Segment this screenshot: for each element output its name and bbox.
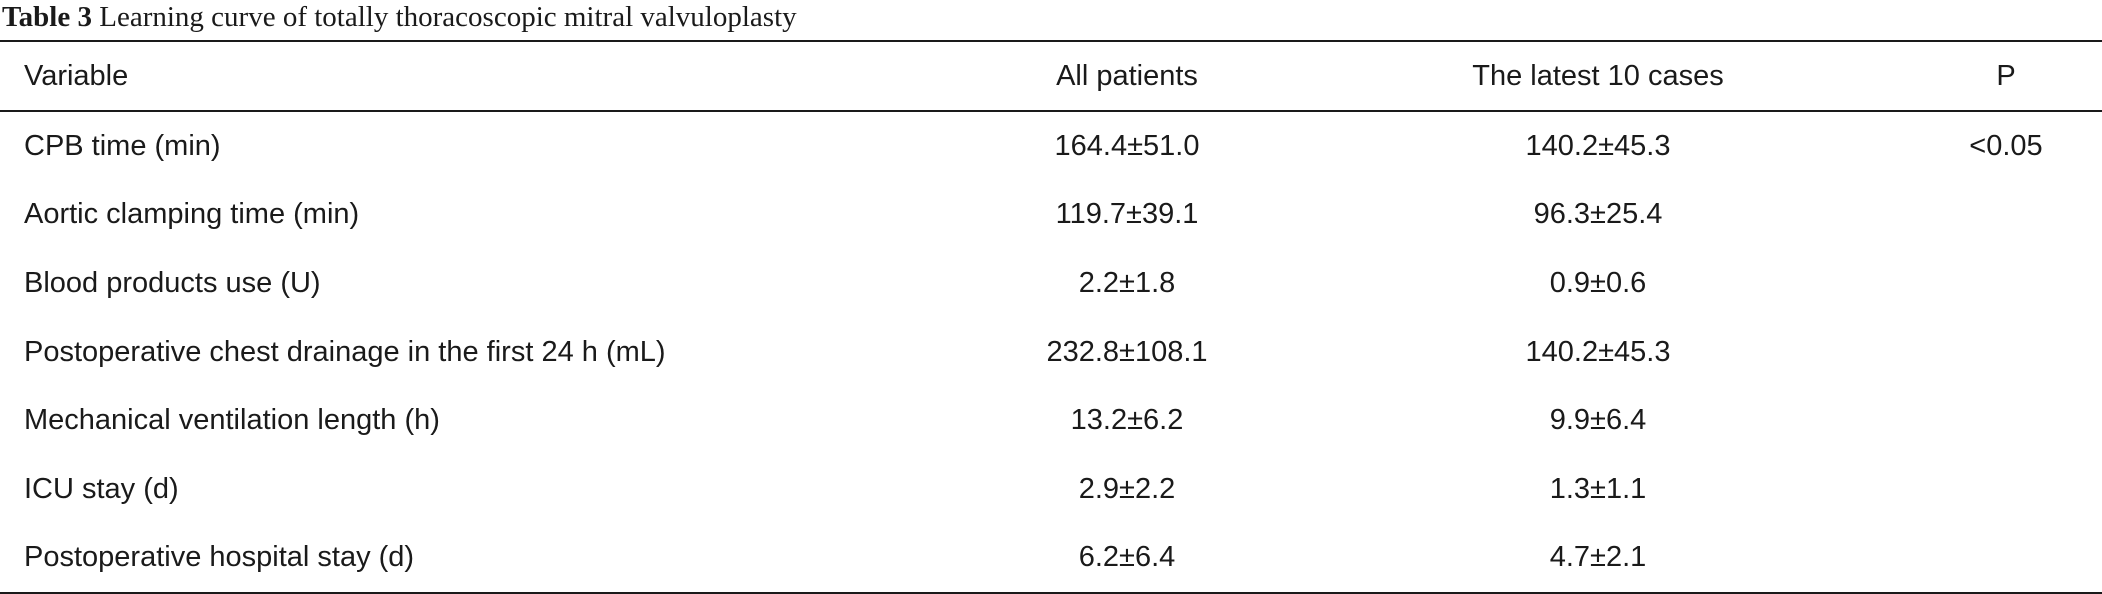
cell-all-patients: 2.9±2.2 (1078, 472, 1176, 505)
table-header-row: Variable All patients The latest 10 case… (0, 41, 2102, 111)
cell-latest-10: 9.9±6.4 (1549, 404, 1647, 437)
cell-latest-10: 0.9±0.6 (1549, 266, 1647, 299)
cell-all-patients: 6.2±6.4 (1078, 541, 1176, 574)
cell-p (1886, 318, 2102, 387)
table-row: Mechanical ventilation length (h) 13.2±6… (0, 386, 2102, 455)
table-row: Aortic clamping time (min) 119.7±39.1 96… (0, 181, 2102, 250)
cell-variable: CPB time (min) (24, 129, 221, 162)
table-header: Variable All patients The latest 10 case… (0, 41, 2102, 111)
cell-all-patients: 13.2±6.2 (1070, 404, 1184, 437)
cell-latest-10: 4.7±2.1 (1549, 541, 1647, 574)
cell-variable: ICU stay (d) (24, 472, 179, 505)
cell-latest-10: 140.2±45.3 (1525, 335, 1671, 368)
cell-latest-10: 1.3±1.1 (1549, 472, 1647, 505)
table-caption-label: Table 3 (2, 1, 92, 33)
cell-p (1886, 386, 2102, 455)
cell-variable: Postoperative hospital stay (d) (24, 541, 415, 574)
cell-latest-10: 140.2±45.3 (1525, 129, 1671, 162)
cell-p (1886, 455, 2102, 524)
header-latest-10-cases: The latest 10 cases (1472, 59, 1724, 92)
cell-all-patients: 119.7±39.1 (1055, 198, 1199, 231)
table-row: Postoperative hospital stay (d) 6.2±6.4 … (0, 524, 2102, 594)
header-variable: Variable (24, 59, 129, 92)
table-row: ICU stay (d) 2.9±2.2 1.3±1.1 (0, 455, 2102, 524)
table-row: CPB time (min) 164.4±51.0 140.2±45.3 <0.… (0, 111, 2102, 181)
table-row: Blood products use (U) 2.2±1.8 0.9±0.6 (0, 249, 2102, 318)
cell-latest-10: 96.3±25.4 (1533, 198, 1663, 231)
table-body: CPB time (min) 164.4±51.0 140.2±45.3 <0.… (0, 111, 2102, 594)
cell-variable: Aortic clamping time (min) (24, 198, 360, 231)
cell-p: <0.05 (1969, 129, 2043, 162)
cell-all-patients: 2.2±1.8 (1078, 266, 1176, 299)
header-p: P (1996, 59, 2016, 92)
header-all-patients: All patients (1056, 59, 1198, 92)
cell-variable: Postoperative chest drainage in the firs… (24, 335, 666, 368)
cell-all-patients: 164.4±51.0 (1054, 129, 1200, 162)
cell-variable: Blood products use (U) (24, 266, 321, 299)
cell-p (1886, 181, 2102, 250)
results-table: Variable All patients The latest 10 case… (0, 40, 2102, 594)
table-caption: Table 3 Learning curve of totally thorac… (2, 0, 797, 38)
table-caption-text: Learning curve of totally thoracoscopic … (99, 1, 797, 33)
cell-p (1886, 249, 2102, 318)
cell-variable: Mechanical ventilation length (h) (24, 404, 440, 437)
cell-p (1886, 524, 2102, 594)
table-row: Postoperative chest drainage in the firs… (0, 318, 2102, 387)
cell-all-patients: 232.8±108.1 (1046, 335, 1208, 368)
